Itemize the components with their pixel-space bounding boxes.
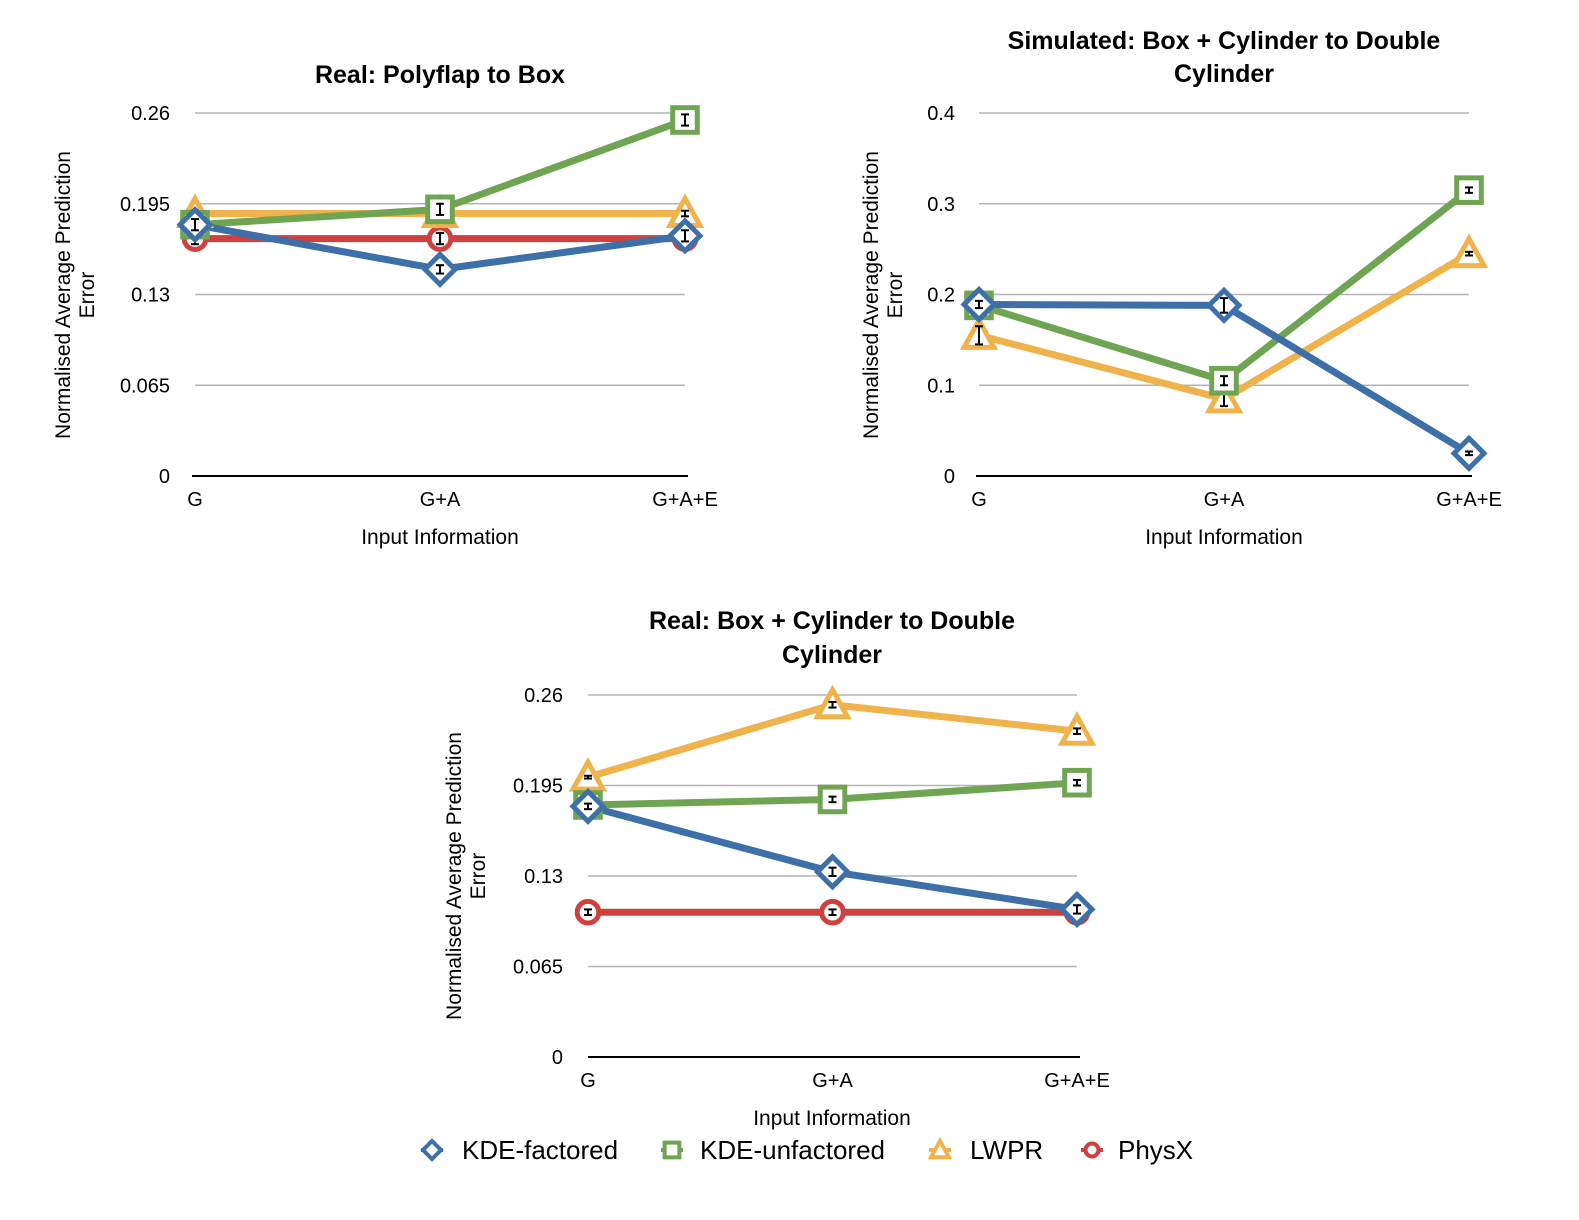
- error-bar: [1073, 727, 1081, 735]
- error-bar: [1465, 186, 1473, 194]
- error-bar: [975, 325, 983, 346]
- legend-marker-square: [662, 1140, 682, 1160]
- error-bar: [828, 908, 837, 916]
- error-bar: [584, 774, 592, 780]
- x-axis-label: Input Information: [361, 526, 519, 549]
- error-bar: [1465, 250, 1473, 257]
- error-bar: [436, 232, 444, 246]
- x-tick-label: G+A+E: [652, 489, 718, 511]
- x-tick-label: G+A: [1204, 489, 1245, 511]
- y-tick-label: 0.26: [524, 685, 563, 707]
- error-bar: [828, 866, 837, 877]
- chart-title: Real: Polyflap to Box: [315, 61, 565, 89]
- error-bar: [1465, 450, 1473, 457]
- x-axis-label: Input Information: [1145, 526, 1303, 549]
- chart-title: Cylinder: [1174, 60, 1274, 88]
- error-bar: [1220, 375, 1228, 387]
- charts: Real: Polyflap to Box 0 0.065 0.13 0.195 0.26…: [52, 27, 1502, 1130]
- legend-marker-diamond: [420, 1138, 444, 1162]
- y-axis-label: Normalised Average PredictionError: [443, 732, 490, 1020]
- legend-marker-circle: [1083, 1141, 1101, 1159]
- y-axis-label: Normalised Average PredictionError: [52, 151, 99, 439]
- legend-item-physx: PhysX: [1081, 1135, 1193, 1165]
- legend-label: KDE-factored: [462, 1135, 618, 1165]
- error-bar: [1073, 778, 1081, 787]
- error-bar: [681, 229, 689, 243]
- error-bar: [828, 795, 837, 804]
- x-tick-label: G: [187, 489, 203, 511]
- x-tick-label: G: [580, 1070, 596, 1092]
- y-tick-label: 0.13: [524, 866, 563, 888]
- y-tick-label: 0.4: [927, 103, 955, 125]
- error-bar: [681, 113, 689, 127]
- x-tick-label: G+A+E: [1044, 1070, 1110, 1092]
- y-tick-label: 0.26: [131, 103, 170, 125]
- legend-marker-triangle: [927, 1136, 953, 1160]
- y-tick-label: 0: [944, 466, 955, 488]
- error-bar: [828, 700, 837, 709]
- y-tick-label: 0.065: [513, 957, 563, 979]
- legend: KDE-factored KDE-unfactored LWPR PhysX: [420, 1135, 1193, 1165]
- error-bar: [436, 202, 444, 216]
- y-tick-label: 0.3: [927, 194, 955, 216]
- legend-label: PhysX: [1118, 1135, 1193, 1165]
- error-bar: [436, 264, 444, 275]
- error-bar: [681, 209, 689, 218]
- y-tick-label: 0.065: [120, 375, 170, 397]
- legend-label: KDE-unfactored: [700, 1135, 885, 1165]
- y-tick-label: 0.13: [131, 285, 170, 307]
- legend-label: LWPR: [970, 1135, 1043, 1165]
- x-axis-label: Input Information: [753, 1107, 911, 1130]
- error-bar: [191, 218, 199, 232]
- chart-title: Simulated: Box + Cylinder to Double: [1008, 27, 1441, 55]
- error-bar: [584, 802, 592, 811]
- y-tick-label: 0: [552, 1047, 563, 1069]
- chart-1: Real: Polyflap to Box 0 0.065 0.13 0.195 0.26…: [52, 61, 718, 549]
- y-tick-label: 0.195: [513, 776, 563, 798]
- error-bar: [1220, 297, 1228, 314]
- x-tick-label: G: [971, 489, 987, 511]
- chart-2: Simulated: Box + Cylinder to Double Cylin…: [860, 27, 1502, 549]
- error-bar: [1073, 904, 1081, 915]
- y-tick-label: 0.195: [120, 194, 170, 216]
- chart-title: Cylinder: [782, 641, 882, 669]
- y-axis-label: Normalised Average PredictionError: [860, 151, 907, 439]
- x-tick-label: G+A: [812, 1070, 853, 1092]
- legend-item-lwpr: LWPR: [927, 1135, 1043, 1165]
- data-point-kde-unfactored: [425, 194, 455, 225]
- legend-item-kde-unfactored: KDE-unfactored: [661, 1135, 885, 1165]
- chart-title: Real: Box + Cylinder to Double: [649, 607, 1015, 635]
- y-tick-label: 0.1: [927, 375, 955, 397]
- x-tick-label: G+A: [420, 489, 461, 511]
- y-tick-label: 0: [159, 466, 170, 488]
- x-tick-label: G+A+E: [1436, 489, 1502, 511]
- chart-3: Real: Box + Cylinder to Double Cylinder 0 0…: [443, 607, 1110, 1130]
- legend-item-kde-factored: KDE-factored: [420, 1135, 618, 1165]
- y-tick-label: 0.2: [927, 285, 955, 307]
- data-point-kde-unfactored: [817, 784, 848, 815]
- error-bar: [584, 908, 592, 916]
- error-bar: [975, 299, 983, 310]
